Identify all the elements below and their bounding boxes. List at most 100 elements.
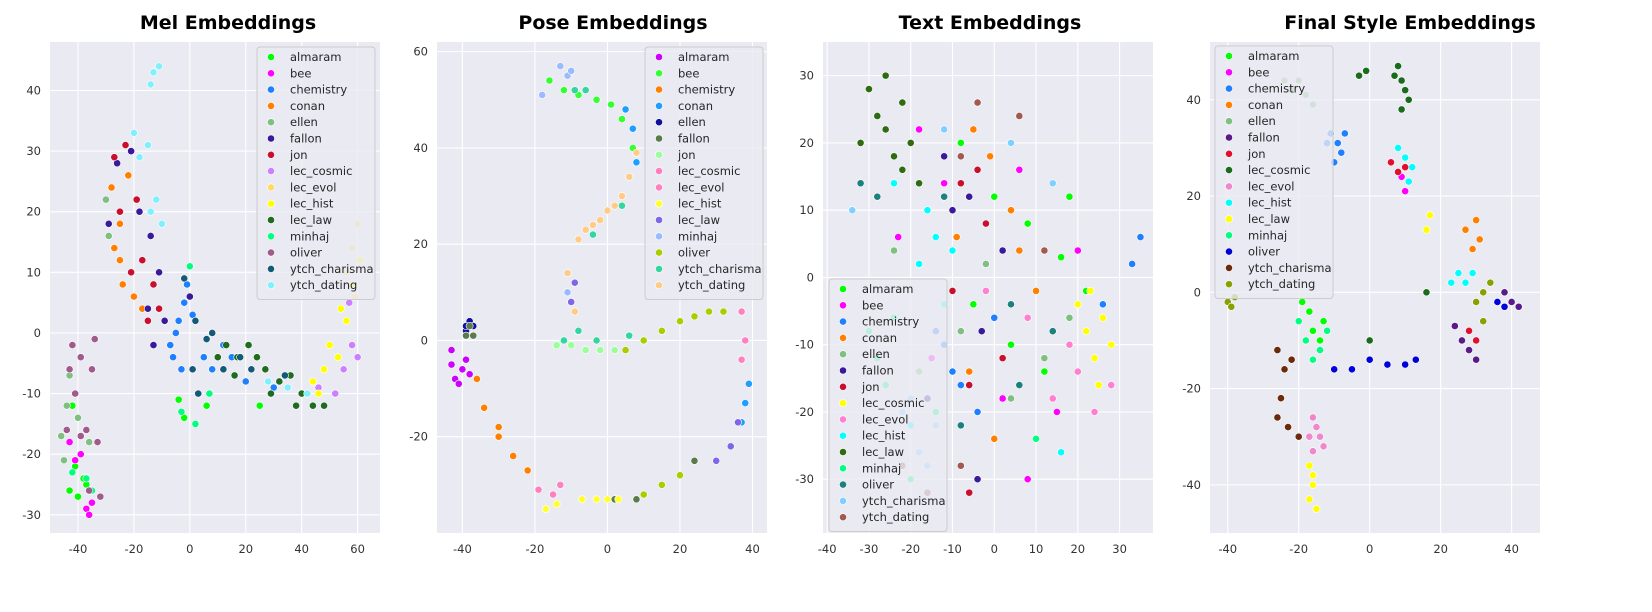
legend-marker-jon — [655, 150, 663, 159]
legend-marker-lec_law — [839, 448, 847, 456]
point-ytch_charisma — [592, 336, 601, 345]
point-ytch_charisma — [188, 365, 197, 374]
point-ytch_charisma — [236, 353, 245, 362]
point-lec_hist — [1447, 278, 1456, 287]
legend-label-conan: conan — [862, 331, 897, 345]
point-ytch_charisma — [1284, 423, 1292, 431]
point-chemistry — [1136, 233, 1145, 241]
point-lec_cosmic — [556, 480, 565, 489]
legend-label-lec_law: lec_law — [290, 213, 332, 227]
point-jon — [121, 141, 130, 149]
legend-label-ellen: ellen — [862, 347, 890, 361]
point-minhaj — [191, 419, 200, 428]
point-ytch_charisma — [219, 365, 228, 374]
point-almaram — [1316, 336, 1324, 345]
point-bee — [998, 394, 1007, 403]
point-ytch_charisma — [589, 230, 597, 239]
legend-marker-ytch_charisma — [655, 264, 663, 273]
legend-label-lec_hist: lec_hist — [678, 197, 722, 211]
point-jon — [567, 341, 576, 350]
point-ytch_dating — [146, 80, 155, 89]
point-lec_hist — [1461, 278, 1470, 287]
point-lec_hist — [1408, 163, 1417, 172]
point-fallon — [1465, 346, 1473, 354]
point-chemistry — [523, 466, 532, 475]
mel-embeddings-x-tick-label: 20 — [238, 542, 253, 556]
point-bee — [1073, 246, 1082, 255]
legend-marker-conan — [267, 102, 275, 110]
legend-label-conan: conan — [678, 99, 713, 113]
text-embeddings-x-tick-label: -40 — [818, 542, 837, 556]
point-oliver — [1015, 381, 1024, 389]
point-jon — [1465, 326, 1473, 335]
point-minhaj — [538, 91, 547, 99]
point-ytch_dating — [632, 148, 641, 157]
point-jon — [581, 346, 590, 354]
point-fallon — [185, 292, 194, 301]
point-chemistry — [509, 452, 518, 460]
legend-marker-lec_hist — [1225, 198, 1233, 207]
point-bee — [88, 498, 96, 507]
legend-marker-oliver — [655, 248, 663, 257]
mel-embeddings-x-tick-label: 60 — [350, 542, 365, 556]
point-lec_cosmic — [1082, 327, 1091, 336]
point-lec_law — [1309, 480, 1317, 489]
point-conan — [116, 219, 124, 228]
point-ellen — [1040, 354, 1049, 363]
point-oliver — [90, 335, 99, 343]
legend-label-lec_law: lec_law — [862, 445, 904, 459]
point-oliver — [1048, 327, 1057, 336]
point-ellen — [102, 195, 110, 204]
legend-label-jon: jon — [289, 148, 308, 162]
legend-marker-jon — [1225, 149, 1233, 158]
point-oliver — [956, 421, 965, 430]
point-jon — [596, 346, 605, 354]
legend-label-jon: jon — [861, 380, 880, 394]
legend-marker-fallon — [655, 134, 663, 143]
legend-label-chemistry: chemistry — [678, 83, 735, 97]
legend-label-lec_cosmic: lec_cosmic — [1248, 163, 1310, 177]
point-jon — [1472, 336, 1481, 345]
point-lec_law — [1305, 461, 1314, 470]
legend-marker-lec_cosmic — [1225, 166, 1233, 174]
point-jon — [982, 219, 990, 228]
point-chemistry — [494, 423, 503, 431]
point-lec_law — [865, 85, 873, 93]
legend-marker-ytch_charisma — [267, 264, 275, 273]
legend-marker-ellen — [267, 118, 275, 127]
pose-embeddings-y-tick-label: 40 — [413, 141, 428, 155]
point-bee — [65, 438, 74, 446]
legend-label-bee: bee — [1248, 65, 1269, 79]
point-jon — [956, 179, 965, 188]
legend-label-minhaj: minhaj — [862, 461, 901, 475]
point-lec_law — [1305, 495, 1314, 504]
point-lec_hist — [603, 495, 612, 504]
mel-embeddings-y-tick-label: 10 — [26, 265, 41, 279]
point-chemistry — [1333, 139, 1342, 147]
legend-label-jon: jon — [1247, 147, 1266, 161]
legend-label-chemistry: chemistry — [1248, 82, 1305, 96]
point-minhaj — [177, 407, 186, 416]
point-jon — [965, 488, 974, 497]
legend-marker-minhaj — [267, 232, 275, 241]
point-jon — [155, 304, 163, 313]
point-minhaj — [1316, 346, 1324, 354]
point-oliver — [676, 471, 684, 480]
mel-embeddings-y-tick-label: 0 — [34, 326, 41, 340]
point-lec_evol — [1023, 313, 1032, 322]
point-almaram — [1309, 326, 1317, 335]
final-style-embeddings-y-tick-label: -20 — [1182, 382, 1201, 396]
point-oliver — [940, 192, 949, 201]
point-oliver — [719, 307, 728, 316]
point-almaram — [454, 379, 463, 388]
legend-marker-minhaj — [655, 232, 663, 241]
legend-label-ytch_charisma: ytch_charisma — [290, 262, 374, 276]
point-chemistry — [480, 403, 489, 412]
point-lec_hist — [931, 233, 940, 241]
point-chemistry — [208, 365, 217, 374]
point-fallon — [127, 147, 136, 156]
mel-embeddings-y-tick-label: -20 — [22, 447, 41, 461]
legend-marker-chemistry — [839, 317, 847, 326]
point-chemistry — [180, 298, 189, 307]
point-lec_law — [726, 442, 735, 451]
